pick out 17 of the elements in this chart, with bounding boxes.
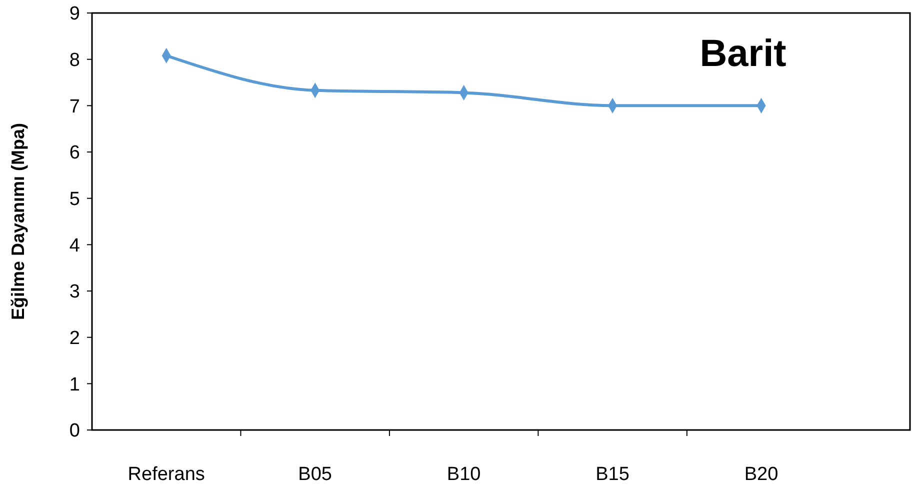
x-tick-label: B05 xyxy=(298,464,332,485)
y-tick-label: 6 xyxy=(69,142,80,164)
y-axis-title: Eğilme Dayanımı (Mpa) xyxy=(8,122,28,320)
y-tick-label: 1 xyxy=(69,374,80,396)
x-tick-label: Referans xyxy=(128,464,205,485)
y-tick-label: 0 xyxy=(69,420,80,442)
y-tick-label: 8 xyxy=(69,50,80,71)
x-tick-label: B20 xyxy=(744,464,778,485)
y-tick-label: 7 xyxy=(69,96,80,118)
y-tick-label: 4 xyxy=(69,235,80,256)
x-tick-label: B15 xyxy=(596,464,630,485)
y-tick-label: 2 xyxy=(69,328,80,349)
text: Barit xyxy=(700,33,787,75)
y-tick-label: 9 xyxy=(69,4,80,25)
y-tick-label: 5 xyxy=(69,188,80,210)
y-tick-label: 3 xyxy=(69,282,80,303)
x-tick-label: B10 xyxy=(446,464,481,485)
